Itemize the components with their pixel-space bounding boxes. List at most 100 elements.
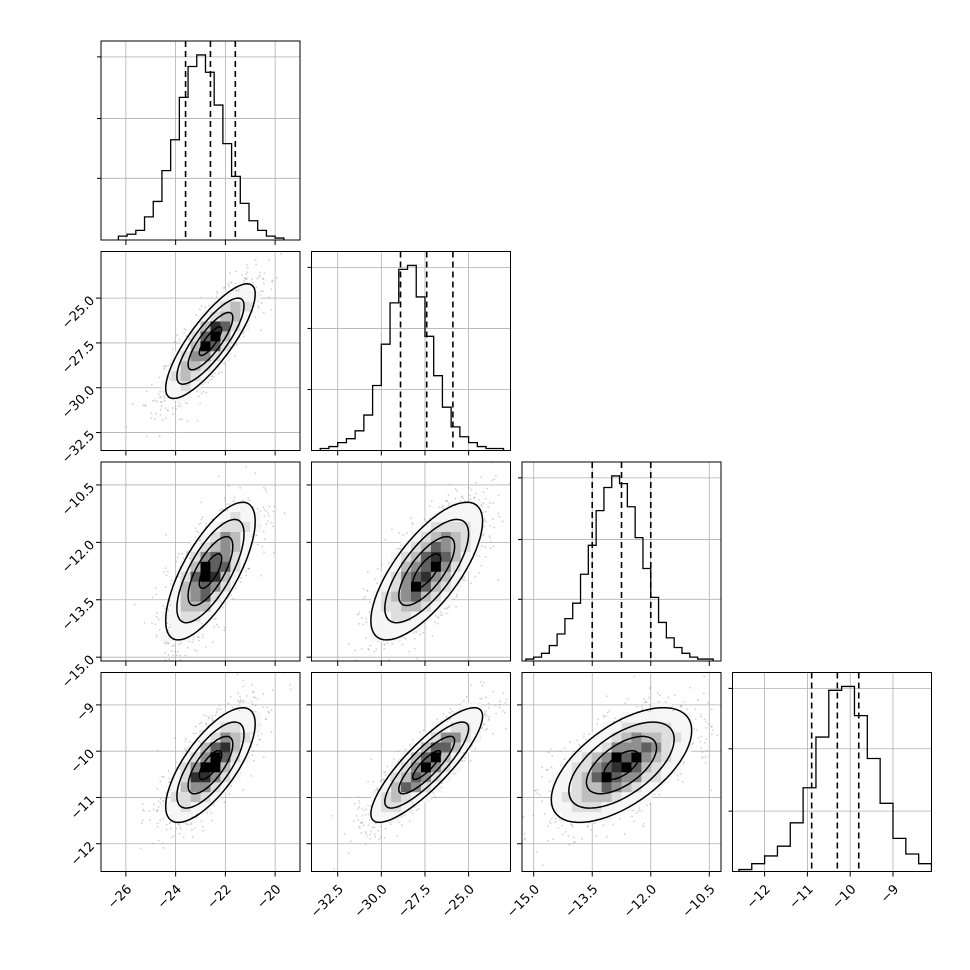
contour-1	[398, 735, 456, 795]
scatter-point	[245, 277, 248, 279]
density-cell	[240, 501, 251, 513]
x-tick-label: −32.5	[308, 882, 347, 921]
density-cell	[391, 581, 402, 592]
density-cell	[210, 331, 221, 342]
scatter-point	[493, 526, 496, 529]
scatter-point	[166, 641, 169, 644]
scatter-point	[146, 662, 148, 664]
scatter-point	[255, 263, 258, 266]
scatter-point	[200, 820, 203, 823]
scatter-point	[445, 608, 448, 610]
scatter-point	[680, 704, 683, 707]
density-cell	[220, 541, 231, 552]
scatter-point	[212, 719, 214, 722]
scatter-point	[164, 641, 167, 643]
scatter-point	[486, 487, 489, 490]
scatter-point	[361, 821, 364, 824]
scatter-point	[483, 517, 486, 520]
scatter-point	[679, 772, 682, 775]
scatter-point	[205, 725, 208, 728]
scatter-point	[384, 538, 387, 541]
density-cell	[551, 781, 563, 793]
density-cell	[210, 732, 221, 743]
scatter-point	[557, 827, 560, 830]
density-cell	[180, 601, 191, 612]
density-cell	[411, 561, 422, 572]
scatter-point	[384, 774, 387, 777]
scatter-point	[199, 402, 202, 405]
scatter-point	[155, 616, 158, 619]
density-cell	[681, 742, 692, 753]
scatter-point	[701, 751, 704, 753]
density-cell	[240, 511, 251, 522]
scatter-point	[179, 405, 182, 408]
scatter-point	[215, 617, 217, 620]
density-cell	[210, 791, 221, 803]
density-cell	[200, 331, 211, 342]
scatter-point	[705, 738, 708, 740]
scatter-point	[440, 720, 443, 723]
hist-panel-3	[728, 672, 932, 872]
scatter-point	[699, 713, 702, 716]
density-cell	[621, 742, 632, 753]
scatter-point	[376, 787, 379, 790]
scatter-point	[488, 715, 491, 718]
scatter-point	[185, 329, 187, 331]
scatter-point	[184, 822, 187, 825]
scatter-point	[262, 530, 265, 533]
density-cell	[551, 791, 563, 803]
density-cell	[391, 791, 402, 803]
scatter-point	[254, 696, 257, 699]
scatter-point	[156, 749, 159, 752]
density-cell	[470, 521, 481, 532]
density-cell	[240, 722, 251, 733]
scatter-point	[649, 803, 651, 805]
density-cell	[631, 762, 642, 773]
scatter-point	[484, 555, 487, 558]
scatter-point	[386, 765, 389, 768]
scatter-point	[481, 726, 484, 729]
scatter-point	[162, 395, 165, 398]
scatter-point	[658, 700, 661, 703]
density-cell	[450, 722, 462, 733]
contour-3	[164, 283, 256, 400]
scatter-point	[454, 488, 457, 490]
scatter-point	[474, 575, 477, 578]
density-cell	[170, 581, 181, 592]
scatter-point	[242, 332, 245, 335]
scatter-point	[647, 710, 650, 713]
scatter-point	[571, 825, 574, 828]
scatter-point	[198, 636, 200, 639]
density-cell	[220, 732, 231, 743]
scatter-point	[162, 605, 165, 607]
scatter-point	[583, 736, 585, 738]
density-cell	[661, 712, 672, 723]
scatter-point	[343, 833, 346, 835]
scatter-point	[468, 494, 471, 497]
scatter-point	[156, 636, 158, 639]
scatter-point	[210, 812, 213, 814]
scatter-point	[373, 833, 376, 836]
scatter-point	[184, 747, 186, 750]
scatter-point	[368, 611, 371, 614]
scatter-point	[347, 852, 350, 855]
density-cell	[160, 631, 171, 642]
scatter-point	[256, 543, 259, 546]
scatter-point	[236, 673, 239, 676]
density-cell	[170, 781, 181, 793]
scatter-point	[541, 864, 544, 866]
scatter-point	[246, 278, 248, 281]
density-cell	[210, 541, 221, 552]
scatter-point	[491, 518, 494, 521]
y-tick-label: −9	[74, 700, 98, 724]
density-cell	[391, 551, 402, 562]
scatter-point	[449, 707, 452, 710]
density-cell	[230, 291, 241, 302]
scatter-point	[649, 686, 652, 689]
scatter-point	[524, 837, 527, 840]
scatter-point	[365, 832, 367, 835]
density-cell	[420, 521, 432, 532]
scatter-point	[208, 304, 211, 307]
scatter-point	[549, 748, 552, 750]
density-cell	[641, 752, 652, 763]
